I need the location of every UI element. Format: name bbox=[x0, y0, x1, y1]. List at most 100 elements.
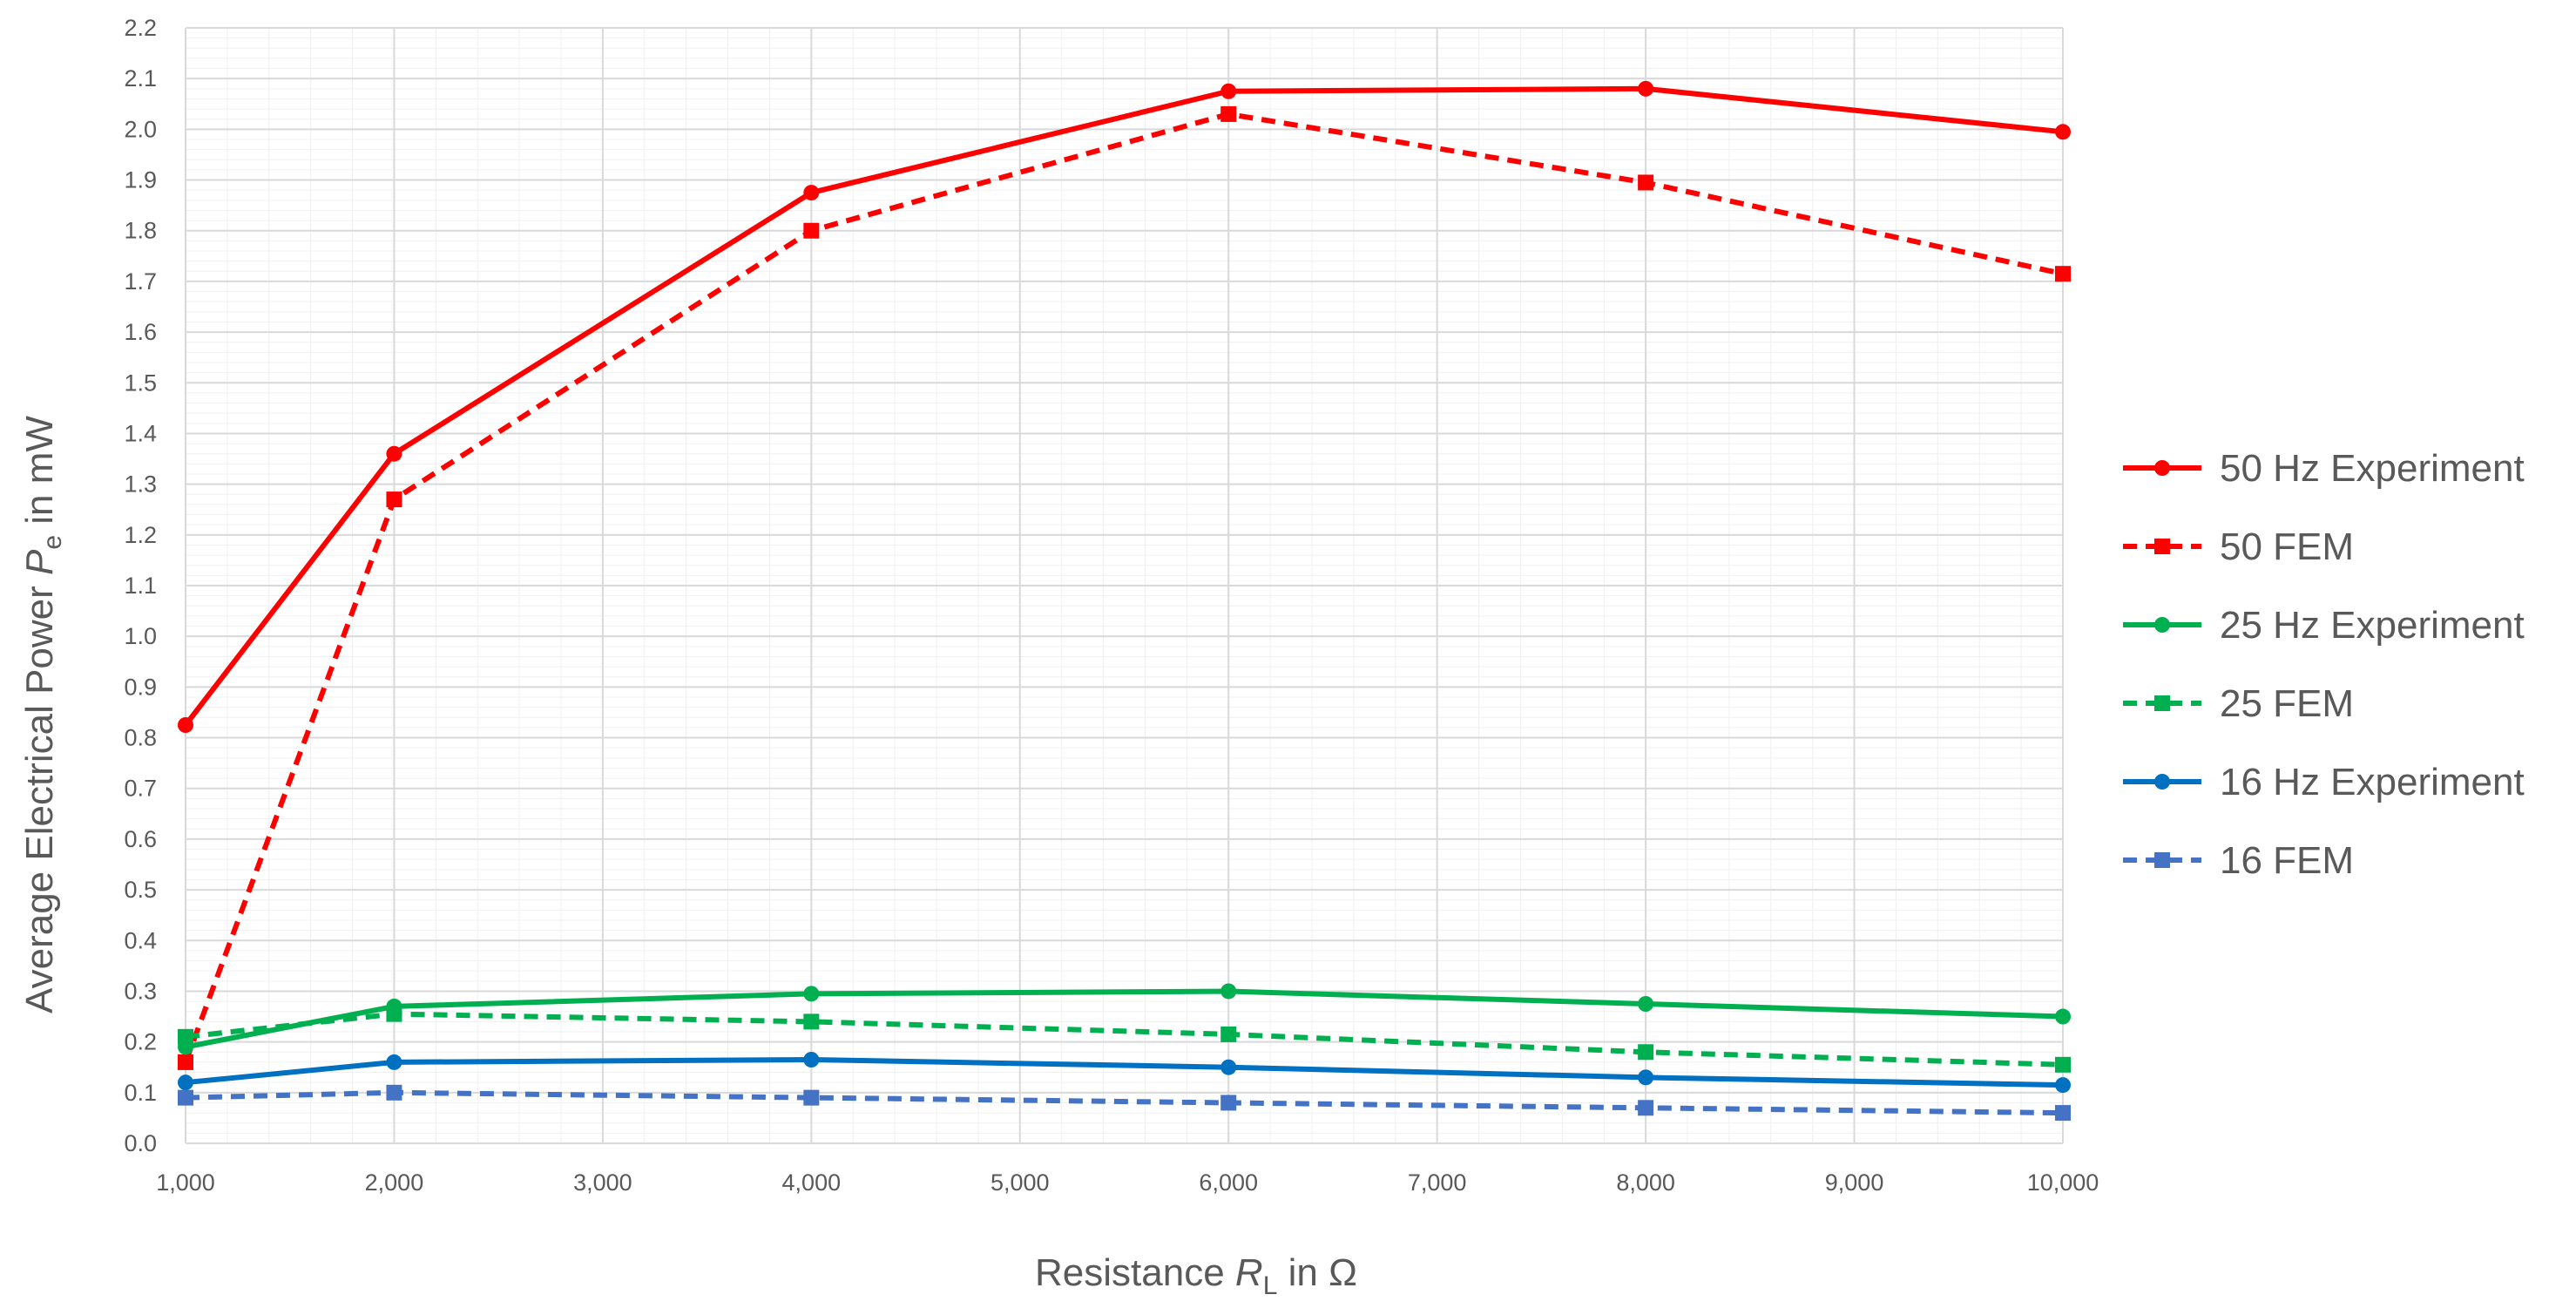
data-point bbox=[1220, 1026, 1237, 1042]
x-tick-label: 2,000 bbox=[365, 1169, 424, 1196]
data-point bbox=[803, 1089, 820, 1106]
major-gridlines bbox=[185, 27, 2064, 1144]
data-point bbox=[2055, 1077, 2071, 1094]
x-axis-ticks: 1,000 2,000 3,000 4,000 5,000 6,000 7,000 8,000… bbox=[156, 1169, 2099, 1196]
y-tick-label: 2.0 bbox=[124, 116, 157, 142]
legend-label: 16 Hz Experiment bbox=[2220, 761, 2525, 803]
x-tick-label: 3,000 bbox=[573, 1169, 632, 1196]
y-tick-label: 1.5 bbox=[124, 369, 157, 396]
legend-marker bbox=[2154, 539, 2170, 554]
series-line bbox=[183, 85, 2066, 728]
data-point bbox=[1638, 1044, 1654, 1061]
y-tick-label: 0.0 bbox=[124, 1130, 157, 1156]
legend-label: 25 Hz Experiment bbox=[2220, 604, 2525, 647]
data-point bbox=[803, 222, 820, 239]
data-point bbox=[2055, 1056, 2071, 1073]
data-point bbox=[2055, 1008, 2071, 1025]
y-tick-label: 0.4 bbox=[124, 927, 157, 953]
x-tick-label: 10,000 bbox=[2027, 1169, 2099, 1196]
legend-label: 50 FEM bbox=[2220, 525, 2354, 568]
y-tick-label: 1.1 bbox=[124, 573, 157, 599]
data-point bbox=[1220, 105, 1237, 122]
y-tick-label: 0.5 bbox=[124, 877, 157, 903]
y-tick-label: 1.7 bbox=[124, 268, 157, 295]
legend-marker bbox=[2154, 695, 2170, 711]
y-tick-label: 0.6 bbox=[124, 826, 157, 852]
y-tick-label: 2.2 bbox=[124, 15, 157, 41]
series-6 bbox=[178, 1084, 2071, 1122]
legend-entry: 16 Hz Experiment bbox=[2123, 761, 2525, 803]
data-point bbox=[178, 1089, 193, 1106]
legend-marker bbox=[2154, 852, 2170, 868]
series-line bbox=[183, 111, 2064, 1063]
y-tick-label: 0.8 bbox=[124, 725, 157, 751]
series-line bbox=[185, 1089, 2064, 1116]
data-point bbox=[1220, 83, 1237, 99]
data-point bbox=[1638, 80, 1654, 97]
legend-entry: 25 FEM bbox=[2123, 682, 2354, 725]
data-point bbox=[1638, 996, 1654, 1012]
legend-entry: 16 FEM bbox=[2123, 839, 2354, 882]
legend-entry: 50 FEM bbox=[2123, 525, 2354, 568]
series-3 bbox=[178, 983, 2071, 1055]
legend-marker bbox=[2154, 617, 2170, 633]
data-point bbox=[386, 1006, 402, 1022]
legend-entry: 50 Hz Experiment bbox=[2123, 447, 2525, 490]
data-point bbox=[1638, 174, 1654, 191]
data-point bbox=[178, 1028, 193, 1045]
data-point bbox=[1638, 1100, 1654, 1116]
data-point bbox=[803, 1052, 820, 1068]
y-tick-label: 0.2 bbox=[124, 1029, 157, 1055]
data-point bbox=[1220, 1095, 1237, 1111]
x-tick-label: 9,000 bbox=[1825, 1169, 1884, 1196]
y-tick-label: 2.1 bbox=[124, 65, 157, 92]
legend-entry: 25 Hz Experiment bbox=[2123, 604, 2525, 647]
data-point bbox=[386, 1054, 402, 1070]
x-tick-label: 7,000 bbox=[1408, 1169, 1467, 1196]
legend-label: 16 FEM bbox=[2220, 839, 2354, 882]
series-5 bbox=[178, 1052, 2071, 1094]
y-tick-label: 1.8 bbox=[124, 218, 157, 244]
y-tick-label: 1.0 bbox=[124, 623, 157, 649]
data-point bbox=[1220, 983, 1237, 1000]
y-tick-label: 1.4 bbox=[124, 420, 157, 446]
data-point bbox=[2055, 1105, 2071, 1122]
legend-marker bbox=[2154, 774, 2170, 790]
series-line bbox=[183, 988, 2066, 1050]
legend-label: 25 FEM bbox=[2220, 682, 2354, 725]
data-point bbox=[2055, 266, 2071, 282]
data-point bbox=[2055, 124, 2071, 140]
data-point bbox=[178, 1054, 193, 1070]
data-point bbox=[803, 986, 820, 1002]
data-point bbox=[386, 1084, 402, 1101]
data-point bbox=[178, 717, 193, 733]
y-axis-ticks: 0.0 0.1 0.2 0.3 0.4 0.5 0.6 0.7 0.8 0.9 1.0 1.1 1.2 1… bbox=[124, 15, 157, 1156]
series-1 bbox=[178, 80, 2071, 733]
legend-label: 50 Hz Experiment bbox=[2220, 447, 2525, 490]
x-tick-label: 6,000 bbox=[1199, 1169, 1258, 1196]
y-tick-label: 1.2 bbox=[124, 522, 157, 548]
x-tick-label: 4,000 bbox=[782, 1169, 842, 1196]
y-tick-label: 0.3 bbox=[124, 978, 157, 1004]
y-tick-label: 0.9 bbox=[124, 674, 157, 700]
data-point bbox=[1220, 1059, 1237, 1075]
x-tick-label: 8,000 bbox=[1616, 1169, 1675, 1196]
y-tick-label: 1.9 bbox=[124, 167, 157, 193]
series-lines bbox=[178, 80, 2071, 1122]
y-tick-label: 1.6 bbox=[124, 319, 157, 345]
series-line bbox=[183, 1057, 2066, 1088]
x-tick-label: 5,000 bbox=[991, 1169, 1050, 1196]
data-point bbox=[386, 491, 402, 508]
y-axis-title: Average Electrical Power Pe in mW bbox=[18, 416, 67, 1013]
x-axis-title: Resistance RL in Ω bbox=[1035, 1251, 1357, 1300]
data-point bbox=[803, 185, 820, 201]
data-point bbox=[803, 1013, 820, 1030]
legend-marker bbox=[2154, 460, 2170, 476]
y-tick-label: 0.1 bbox=[124, 1080, 157, 1106]
x-tick-label: 1,000 bbox=[156, 1169, 215, 1196]
data-point bbox=[178, 1074, 193, 1091]
legend: 50 Hz Experiment 50 FEM 25 Hz Experiment 25… bbox=[2123, 447, 2525, 882]
data-point bbox=[1638, 1069, 1654, 1086]
y-tick-label: 1.3 bbox=[124, 471, 157, 498]
